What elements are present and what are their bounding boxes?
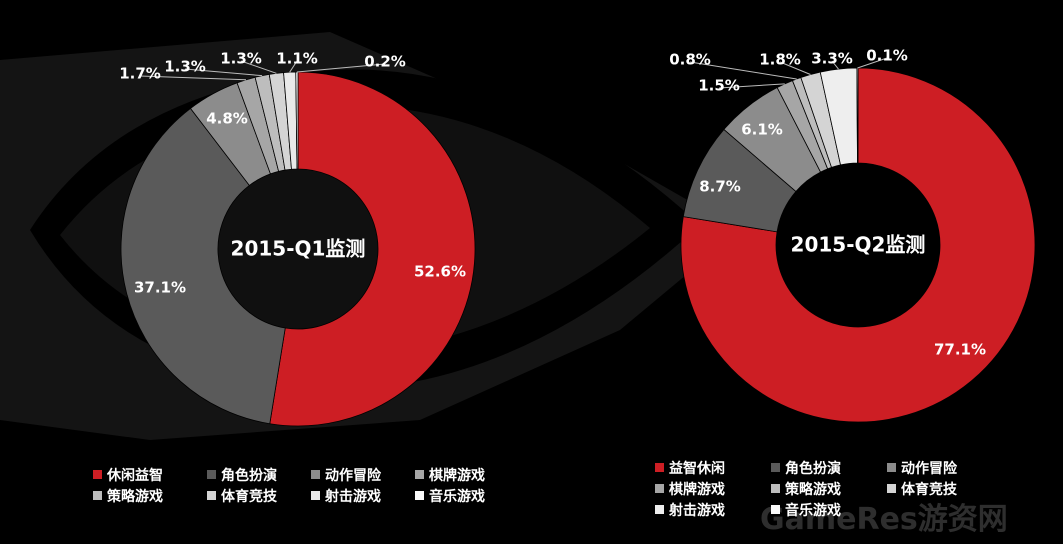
legend-label: 角色扮演 bbox=[785, 460, 841, 477]
legend-label: 射击游戏 bbox=[325, 488, 381, 505]
legend-item: 动作冒险 bbox=[887, 458, 997, 477]
legend-label: 益智休闲 bbox=[669, 460, 725, 477]
data-label: 0.2% bbox=[364, 53, 406, 71]
legend-label: 策略游戏 bbox=[785, 481, 841, 498]
legend-label: 棋牌游戏 bbox=[429, 467, 485, 484]
legend-label: 动作冒险 bbox=[325, 467, 381, 484]
legend-item: 音乐游戏 bbox=[415, 486, 505, 505]
leader-line bbox=[857, 57, 888, 69]
watermark: GameRes游资网 bbox=[760, 502, 1008, 537]
legend-label: 棋牌游戏 bbox=[669, 481, 725, 498]
legend-swatch bbox=[311, 470, 320, 479]
legend-item: 角色扮演 bbox=[771, 458, 873, 477]
legend-swatch bbox=[655, 484, 664, 493]
data-label: 37.1% bbox=[134, 279, 186, 297]
legend-label: 策略游戏 bbox=[107, 488, 163, 505]
legend-item: 体育竞技 bbox=[207, 486, 297, 505]
leader-line bbox=[296, 63, 386, 73]
legend-swatch bbox=[771, 505, 780, 514]
leader-line bbox=[139, 75, 247, 81]
legend-swatch bbox=[93, 470, 102, 479]
data-label: 1.3% bbox=[220, 50, 262, 68]
legend-item: 棋牌游戏 bbox=[655, 479, 757, 498]
legend-swatch bbox=[771, 484, 780, 493]
data-label: 1.1% bbox=[276, 50, 318, 68]
donut-slice bbox=[269, 71, 476, 427]
data-label: 1.5% bbox=[698, 77, 740, 95]
leader-line bbox=[779, 61, 811, 75]
legend-swatch bbox=[415, 470, 424, 479]
data-label: 8.7% bbox=[699, 178, 741, 196]
legend-swatch bbox=[887, 463, 896, 472]
leader-line bbox=[831, 60, 839, 70]
leader-line bbox=[184, 68, 263, 77]
legend-item: 休闲益智 bbox=[93, 465, 193, 484]
data-label: 0.8% bbox=[669, 51, 711, 69]
legend-q2: 益智休闲 角色扮演 动作冒险棋牌游戏 策略游戏 体育竞技射击游戏 音乐游戏 bbox=[655, 458, 997, 519]
donut-slice bbox=[295, 71, 299, 170]
legend-swatch bbox=[93, 491, 102, 500]
legend-item: 策略游戏 bbox=[771, 479, 873, 498]
legend-swatch bbox=[415, 491, 424, 500]
legend-item: 策略游戏 bbox=[93, 486, 193, 505]
chart-title: 2015-Q1监测 bbox=[231, 237, 366, 261]
data-label: 0.1% bbox=[866, 47, 908, 65]
legend-label: 动作冒险 bbox=[901, 460, 957, 477]
legend-label: 体育竞技 bbox=[901, 481, 957, 498]
data-label: 1.8% bbox=[759, 51, 801, 69]
legend-item: 射击游戏 bbox=[655, 500, 757, 519]
legend-swatch bbox=[887, 484, 896, 493]
legend-swatch bbox=[771, 463, 780, 472]
legend-label: 体育竞技 bbox=[221, 488, 277, 505]
legend-swatch bbox=[655, 463, 664, 472]
leader-line bbox=[289, 60, 298, 73]
data-label: 1.3% bbox=[164, 58, 206, 76]
donut-slice bbox=[856, 67, 859, 164]
donut-chart-q1: 52.6%37.1%4.8%1.7% 1.3% 1.3% 1.1% 0.2%2015-Q… bbox=[119, 50, 476, 427]
legend-swatch bbox=[207, 491, 216, 500]
legend-item: 体育竞技 bbox=[887, 479, 997, 498]
donut-chart-q2: 77.1% 8.7% 6.1% 1.5% 0.8% 1.8% 3.3% 0.1% 2015-Q2… bbox=[669, 47, 1036, 423]
legend-item: 角色扮演 bbox=[207, 465, 297, 484]
leader-line bbox=[718, 83, 785, 89]
legend-item: 射击游戏 bbox=[311, 486, 401, 505]
legend-item: 音乐游戏 bbox=[771, 500, 873, 519]
legend-label: 休闲益智 bbox=[107, 467, 163, 484]
data-label: 4.8% bbox=[206, 110, 248, 128]
legend-label: 音乐游戏 bbox=[429, 488, 485, 505]
donut-slice bbox=[120, 107, 286, 425]
legend-item: 动作冒险 bbox=[311, 465, 401, 484]
leader-line bbox=[240, 60, 277, 74]
legend-q1: 休闲益智 角色扮演 动作冒险 棋牌游戏策略游戏 体育竞技 射击游戏 音乐游戏 bbox=[93, 465, 505, 505]
data-label: 52.6% bbox=[414, 263, 466, 281]
data-label: 1.7% bbox=[119, 65, 161, 83]
legend-swatch bbox=[207, 470, 216, 479]
data-label: 3.3% bbox=[811, 50, 853, 68]
legend-label: 射击游戏 bbox=[669, 502, 725, 519]
donut-slice bbox=[680, 67, 1036, 423]
data-label: 77.1% bbox=[934, 341, 986, 359]
chart-title: 2015-Q2监测 bbox=[791, 233, 926, 257]
legend-item: 棋牌游戏 bbox=[415, 465, 505, 484]
data-label: 6.1% bbox=[741, 121, 783, 139]
leader-line bbox=[689, 61, 797, 80]
legend-item: 益智休闲 bbox=[655, 458, 757, 477]
legend-swatch bbox=[655, 505, 664, 514]
legend-swatch bbox=[311, 491, 320, 500]
legend-label: 音乐游戏 bbox=[785, 502, 841, 519]
legend-label: 角色扮演 bbox=[221, 467, 277, 484]
